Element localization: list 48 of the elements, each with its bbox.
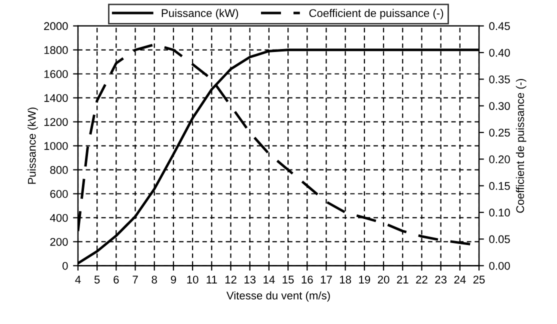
y-tick-label: 400 (50, 214, 68, 222)
y2-tick-label: 0.05 (489, 235, 510, 244)
y2-axis-title: Coefficient de puissance (-) (516, 78, 526, 213)
y-tick-label: 1600 (44, 70, 68, 78)
x-tick-label: 24 (454, 276, 466, 284)
y-tick-label: 800 (50, 166, 68, 174)
y2-tick-label: 0.10 (489, 208, 510, 217)
x-axis-title: Vitesse du vent (m/s) (226, 291, 330, 302)
x-tick-label: 20 (378, 276, 390, 284)
x-tick-label: 21 (397, 276, 408, 284)
x-tick-label: 11 (206, 276, 217, 284)
x-tick-label: 9 (170, 276, 176, 284)
y-tick-label: 1800 (44, 46, 68, 54)
legend-label: Puissance (kW) (162, 8, 238, 20)
x-tick-label: 13 (244, 276, 256, 284)
y-tick-label: 1000 (44, 142, 68, 150)
y-axis-title: Puissance (kW) (28, 108, 38, 184)
y-tick-label: 1200 (44, 118, 68, 126)
y-tick-label: 600 (50, 190, 68, 198)
legend-label: Coefficient de puissance (-) (309, 8, 444, 20)
y2-tick-label: 0.25 (489, 128, 510, 137)
x-tick-label: 14 (264, 276, 275, 284)
x-tick-label: 6 (114, 276, 119, 284)
x-tick-label: 23 (435, 276, 447, 284)
x-tick-label: 8 (152, 276, 157, 284)
y2-tick-label: 0.35 (489, 75, 510, 84)
x-tick-label: 4 (75, 276, 81, 284)
y-tick-label: 0 (62, 262, 68, 270)
x-tick-label: 12 (225, 276, 236, 284)
y2-tick-label: 0.30 (489, 102, 510, 110)
x-tick-label: 5 (94, 276, 100, 284)
y2-tick-label: 0.15 (489, 182, 510, 190)
y-tick-label: 200 (50, 238, 68, 246)
x-tick-label: 7 (132, 276, 138, 284)
x-tick-label: 10 (187, 276, 198, 284)
x-tick-label: 17 (320, 276, 332, 284)
y-tick-label: 1400 (44, 94, 68, 102)
x-tick-label: 19 (359, 276, 370, 284)
x-tick-label: 25 (473, 276, 485, 284)
y2-tick-label: 0.45 (489, 22, 510, 30)
x-tick-label: 18 (340, 276, 352, 284)
y2-tick-label: 0.40 (489, 48, 510, 57)
x-tick-label: 15 (282, 276, 294, 284)
y2-tick-label: 0.00 (489, 262, 510, 270)
y-tick-label: 2000 (44, 22, 68, 30)
y2-tick-label: 0.20 (489, 155, 510, 164)
x-tick-label: 22 (416, 276, 428, 284)
x-tick-label: 16 (302, 276, 313, 284)
